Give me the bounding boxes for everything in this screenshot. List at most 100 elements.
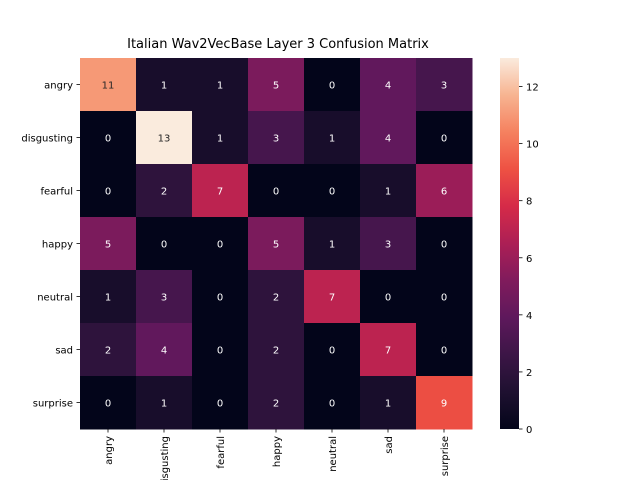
colorbar-tick-label: 0 bbox=[526, 425, 532, 436]
heatmap-cell bbox=[304, 376, 361, 430]
cell-value-label: 9 bbox=[441, 399, 447, 410]
row-tick-label: happy bbox=[42, 240, 73, 251]
heatmap-cell bbox=[136, 376, 193, 430]
heatmap-cell bbox=[192, 111, 249, 165]
heatmap-cell bbox=[80, 111, 137, 165]
column-tick-label: disgusting bbox=[160, 436, 171, 480]
colorbar-tick-label: 8 bbox=[526, 197, 532, 208]
chart-title: Italian Wav2VecBase Layer 3 Confusion Ma… bbox=[127, 37, 429, 52]
heatmap-cell bbox=[136, 270, 193, 324]
row-tick-label: fearful bbox=[40, 187, 73, 198]
cell-value-label: 5 bbox=[273, 240, 279, 251]
cell-value-label: 4 bbox=[385, 134, 391, 145]
heatmap-cell bbox=[360, 270, 417, 324]
heatmap-cell bbox=[360, 111, 417, 165]
cell-value-label: 1 bbox=[385, 399, 391, 410]
heatmap-cell bbox=[80, 58, 137, 112]
heatmap-cells: 11 1 1 5 0 4 30 13 1 3 1 4 00 2 7 0 0 1 65 0 0 5 1 3 01 3 0 2 7 0 02 4 0… bbox=[80, 58, 473, 430]
cell-value-label: 2 bbox=[161, 187, 167, 198]
colorbar-tick-label: 4 bbox=[526, 311, 532, 322]
colorbar-tick-label: 2 bbox=[526, 368, 532, 379]
heatmap-cell bbox=[304, 164, 361, 218]
cell-value-label: 0 bbox=[105, 134, 111, 145]
cell-value-label: 1 bbox=[217, 134, 223, 145]
cell-value-label: 11 bbox=[102, 81, 115, 92]
heatmap-cell bbox=[416, 111, 473, 165]
heatmap-cell bbox=[416, 217, 473, 271]
heatmap-cell bbox=[248, 58, 305, 112]
row-tick-label: neutral bbox=[37, 293, 73, 304]
cell-value-label: 0 bbox=[441, 293, 447, 304]
cell-value-label: 3 bbox=[273, 134, 279, 145]
heatmap-cell bbox=[360, 323, 417, 377]
cell-value-label: 2 bbox=[273, 346, 279, 357]
heatmap-cell bbox=[192, 164, 249, 218]
column-tick-label: happy bbox=[272, 436, 283, 467]
heatmap-cell bbox=[360, 58, 417, 112]
heatmap-cell bbox=[304, 270, 361, 324]
cell-value-label: 0 bbox=[217, 240, 223, 251]
column-tick-labels: angry disgusting fearful happy neutral sad sur… bbox=[104, 429, 451, 480]
cell-value-label: 4 bbox=[385, 81, 391, 92]
colorbar-gradient bbox=[500, 58, 519, 429]
cell-value-label: 13 bbox=[158, 134, 171, 145]
column-tick-label: angry bbox=[104, 436, 115, 465]
cell-value-label: 1 bbox=[161, 399, 167, 410]
colorbar-tick-label: 12 bbox=[526, 83, 539, 94]
row-tick-label: disgusting bbox=[21, 134, 73, 145]
heatmap-cell bbox=[248, 217, 305, 271]
cell-value-label: 1 bbox=[329, 240, 335, 251]
cell-value-label: 2 bbox=[273, 293, 279, 304]
column-tick-label: sad bbox=[384, 436, 395, 454]
cell-value-label: 3 bbox=[441, 81, 447, 92]
heatmap-cell bbox=[248, 164, 305, 218]
heatmap-cell bbox=[248, 270, 305, 324]
cell-value-label: 2 bbox=[105, 346, 111, 357]
heatmap-cell bbox=[192, 323, 249, 377]
heatmap-cell bbox=[248, 323, 305, 377]
heatmap-cell bbox=[136, 217, 193, 271]
column-tick-label: neutral bbox=[328, 436, 339, 472]
cell-value-label: 0 bbox=[441, 134, 447, 145]
heatmap-cell bbox=[248, 111, 305, 165]
heatmap-cell bbox=[416, 164, 473, 218]
cell-value-label: 1 bbox=[385, 187, 391, 198]
heatmap-cell bbox=[304, 323, 361, 377]
heatmap-cell bbox=[360, 164, 417, 218]
row-tick-labels: angry disgusting fearful happy neutral sad sur… bbox=[21, 81, 80, 410]
cell-value-label: 0 bbox=[329, 346, 335, 357]
cell-value-label: 0 bbox=[329, 187, 335, 198]
cell-value-label: 3 bbox=[385, 240, 391, 251]
heatmap-cell bbox=[192, 217, 249, 271]
heatmap-cell bbox=[136, 323, 193, 377]
heatmap-cell bbox=[192, 270, 249, 324]
heatmap-cell bbox=[360, 376, 417, 430]
cell-value-label: 1 bbox=[329, 134, 335, 145]
heatmap-cell bbox=[416, 270, 473, 324]
cell-value-label: 0 bbox=[329, 81, 335, 92]
cell-value-label: 1 bbox=[217, 81, 223, 92]
row-tick-label: angry bbox=[44, 81, 73, 92]
cell-value-label: 3 bbox=[161, 293, 167, 304]
cell-value-label: 0 bbox=[105, 399, 111, 410]
heatmap-cell bbox=[416, 376, 473, 430]
cell-value-label: 2 bbox=[273, 399, 279, 410]
column-tick-label: fearful bbox=[216, 436, 227, 469]
cell-value-label: 6 bbox=[441, 187, 447, 198]
cell-value-label: 0 bbox=[273, 187, 279, 198]
cell-value-label: 0 bbox=[385, 293, 391, 304]
cell-value-label: 1 bbox=[105, 293, 111, 304]
row-tick-label: surprise bbox=[33, 399, 73, 410]
heatmap-cell bbox=[136, 58, 193, 112]
cell-value-label: 7 bbox=[217, 187, 223, 198]
heatmap-cell bbox=[248, 376, 305, 430]
heatmap-cell bbox=[360, 217, 417, 271]
cell-value-label: 0 bbox=[105, 187, 111, 198]
heatmap-cell bbox=[136, 111, 193, 165]
cell-value-label: 4 bbox=[161, 346, 167, 357]
heatmap-cell bbox=[80, 217, 137, 271]
heatmap-cell bbox=[304, 111, 361, 165]
heatmap-cell bbox=[80, 164, 137, 218]
cell-value-label: 0 bbox=[441, 240, 447, 251]
